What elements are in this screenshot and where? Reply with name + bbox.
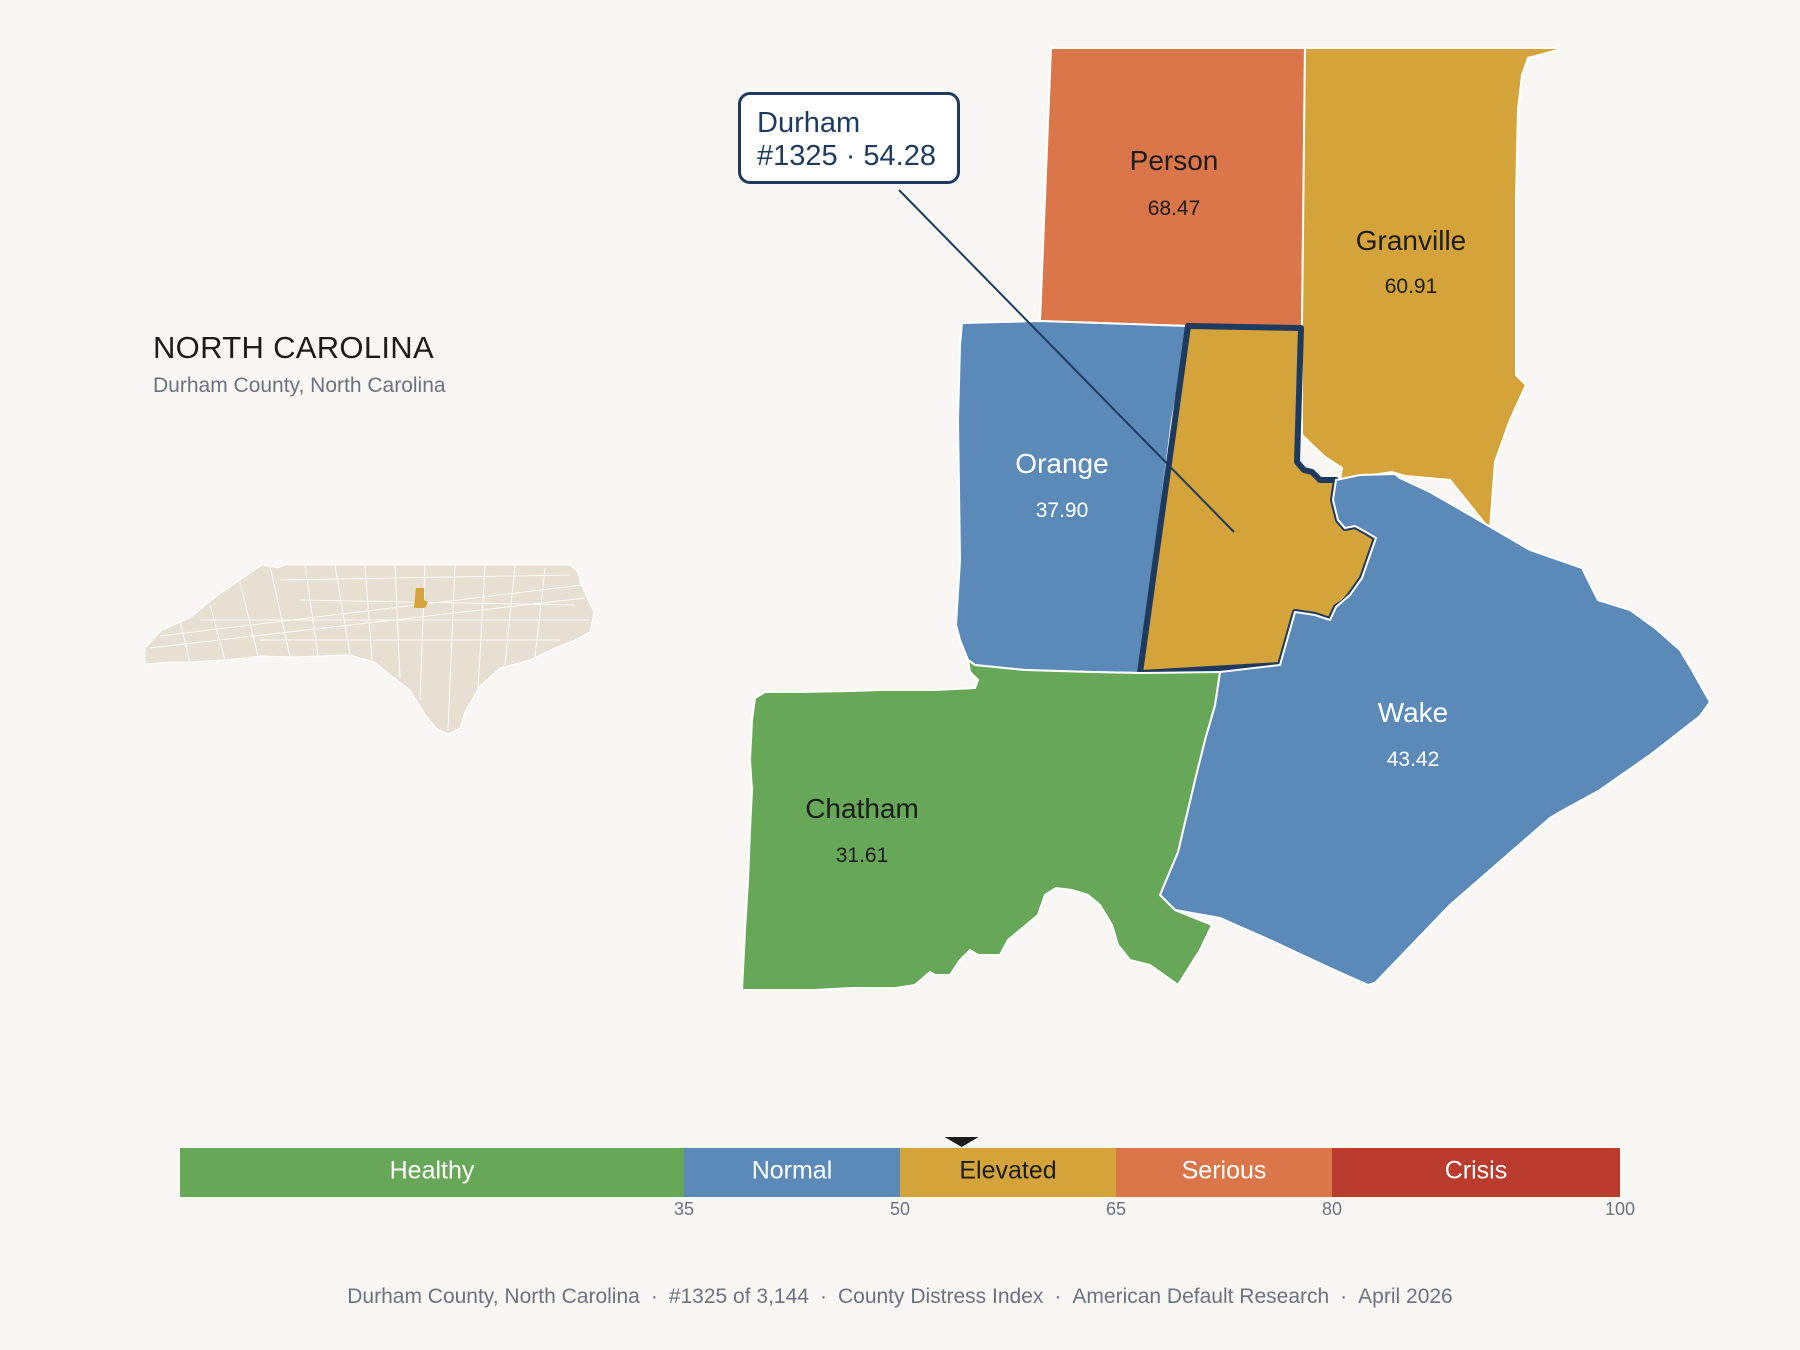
callout-leader-line (898, 189, 1235, 533)
inset-durham-highlight (414, 588, 428, 608)
county-wake[interactable] (1158, 472, 1712, 987)
county-person[interactable] (1038, 47, 1307, 327)
legend-band-serious (1116, 1148, 1332, 1197)
label-chatham-name: Chatham (805, 793, 919, 824)
label-person-name: Person (1130, 145, 1219, 176)
footer-separator: · (819, 1285, 827, 1308)
legend-label-healthy: Healthy (390, 1157, 475, 1185)
footer-index-name: County Distress Index (837, 1285, 1044, 1308)
legend-label-elevated: Elevated (959, 1157, 1056, 1185)
legend-band-healthy (180, 1148, 684, 1197)
footer-separator: · (1340, 1285, 1348, 1308)
title-block: NORTH CAROLINA Durham County, North Caro… (153, 330, 446, 398)
legend-tick-80: 80 (1322, 1199, 1342, 1219)
footer-source: American Default Research (1072, 1285, 1330, 1308)
legend-label-crisis: Crisis (1445, 1157, 1508, 1185)
legend-value-marker (944, 1137, 979, 1147)
legend-tick-65: 65 (1106, 1199, 1126, 1219)
legend-band-normal (684, 1148, 900, 1197)
county-subtitle: Durham County, North Carolina (153, 374, 446, 397)
footer: Durham County, North Carolina · #1325 of 3… (0, 1285, 1800, 1309)
callout-rank-value: #1325 · 54.28 (757, 140, 936, 172)
label-orange-name: Orange (1015, 448, 1108, 479)
county-labels: Person 68.47 Granville 60.91 Orange 37.9… (805, 145, 1466, 867)
state-inset-map (144, 564, 595, 735)
footer-separator: · (650, 1285, 658, 1308)
label-granville-name: Granville (1356, 225, 1466, 256)
regional-counties (740, 47, 1712, 991)
state-title: NORTH CAROLINA (153, 330, 434, 365)
label-granville-value: 60.91 (1385, 275, 1438, 298)
footer-separator: · (1054, 1285, 1062, 1308)
footer-location: Durham County, North Carolina (347, 1285, 640, 1308)
county-chatham[interactable] (740, 657, 1222, 991)
county-granville[interactable] (1301, 47, 1560, 533)
distress-legend: Healthy Normal Elevated Serious Crisis 3… (180, 1137, 1635, 1219)
legend-band-elevated (900, 1148, 1116, 1197)
label-person-value: 68.47 (1148, 197, 1201, 220)
footer-rank: #1325 of 3,144 (668, 1285, 809, 1308)
inset-state-shape (144, 564, 595, 735)
legend-band-crisis (1332, 1148, 1620, 1197)
inset-county-lines (149, 564, 590, 731)
label-wake-value: 43.42 (1387, 748, 1440, 771)
legend-tick-35: 35 (674, 1199, 694, 1219)
legend-tick-100: 100 (1605, 1199, 1635, 1219)
label-orange-value: 37.90 (1036, 499, 1089, 522)
footer-date: April 2026 (1358, 1285, 1453, 1308)
label-wake-name: Wake (1378, 697, 1449, 728)
legend-label-normal: Normal (752, 1157, 833, 1185)
legend-label-serious: Serious (1182, 1157, 1267, 1185)
county-callout: Durham #1325 · 54.28 (738, 92, 960, 184)
legend-tick-50: 50 (890, 1199, 910, 1219)
label-chatham-value: 31.61 (836, 844, 889, 867)
callout-county-name: Durham (757, 107, 861, 139)
